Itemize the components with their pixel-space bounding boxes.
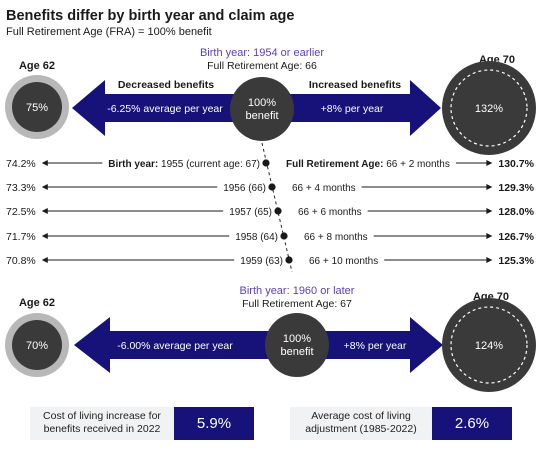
row-dot xyxy=(280,232,288,240)
row-left-pct: 71.7% xyxy=(6,231,36,243)
bottom-left-arrow-text: -6.00% average per year xyxy=(117,340,233,352)
row-left-pct: 73.3% xyxy=(6,182,36,194)
birth-year-row: 71.7% 1958 (64) 66 + 8 months 126.7% xyxy=(6,231,535,243)
col-2022-value: 5.9% xyxy=(174,407,254,440)
top-left-pct: 75% xyxy=(26,102,48,114)
row-left-pct: 70.8% xyxy=(6,255,36,267)
top-birth-year: Birth year: 1954 or earlier xyxy=(200,47,324,59)
bottom-left-arrow xyxy=(74,317,270,373)
birth-year-row: 74.2% Birth year: 1955 (current age: 67) F… xyxy=(6,158,535,170)
top-center-circle xyxy=(230,77,294,141)
row-left-arrow-head xyxy=(41,184,48,190)
bottom-center-line1: 100% xyxy=(283,333,311,345)
increased-label: Increased benefits xyxy=(309,79,401,91)
bottom-fra: Full Retirement Age: 67 xyxy=(242,298,352,310)
row-right-arrow-head xyxy=(486,184,493,190)
top-fra: Full Retirement Age: 66 xyxy=(207,60,317,72)
row-fra-label: 66 + 4 months xyxy=(292,183,356,194)
row-birth-label: Birth year: 1955 (current age: 67) xyxy=(108,159,260,170)
row-left-arrow-head xyxy=(41,208,48,214)
bottom-birth-year: Birth year: 1960 or later xyxy=(240,285,355,297)
page-title: Benefits differ by birth year and claim … xyxy=(6,8,294,24)
row-birth-label: 1957 (65) xyxy=(229,207,272,218)
row-fra-label: Full Retirement Age: 66 + 2 months xyxy=(286,159,450,170)
top-left-arrow-text: -6.25% average per year xyxy=(107,103,223,115)
row-right-pct: 129.3% xyxy=(498,182,534,194)
col-2022-label: Cost of living increase for benefits rec… xyxy=(43,410,161,435)
row-right-pct: 126.7% xyxy=(498,231,534,243)
bottom-left-pct: 70% xyxy=(26,340,48,352)
row-left-arrow-head xyxy=(41,160,48,166)
decreased-label: Decreased benefits xyxy=(118,79,214,91)
row-fra-label: 66 + 8 months xyxy=(304,232,368,243)
bottom-center-line2: benefit xyxy=(280,346,313,358)
bottom-age70-dashed-ring xyxy=(450,306,528,384)
avg-col-label: Average cost of living adjustment (1985-… xyxy=(305,410,417,435)
top-age70-dashed-ring xyxy=(450,69,528,147)
top-right-pct: 132% xyxy=(475,103,503,115)
top-left-arrow xyxy=(72,80,235,136)
row-left-arrow-head xyxy=(41,233,48,239)
row-right-arrow-head xyxy=(486,160,493,166)
row-dot xyxy=(285,256,293,264)
birth-year-rows: 74.2% Birth year: 1955 (current age: 67) F… xyxy=(6,158,535,267)
page-subtitle: Full Retirement Age (FRA) = 100% benefit xyxy=(6,26,212,38)
bottom-age70-circle xyxy=(442,298,536,392)
avg-col-value: 2.6% xyxy=(432,407,512,440)
bottom-age-left: Age 62 xyxy=(19,297,55,309)
row-left-pct: 74.2% xyxy=(6,158,36,170)
row-birth-label: 1958 (64) xyxy=(235,232,278,243)
col-2022-box xyxy=(30,407,174,440)
row-right-pct: 125.3% xyxy=(498,255,534,267)
row-left-pct: 72.5% xyxy=(6,206,36,218)
row-left-arrow-head xyxy=(41,257,48,263)
row-dot xyxy=(268,183,276,191)
top-right-arrow-text: +8% per year xyxy=(321,103,384,115)
row-birth-label: 1956 (66) xyxy=(223,183,266,194)
top-age70-circle xyxy=(442,61,536,155)
bottom-right-arrow-text: +8% per year xyxy=(344,340,407,352)
row-fra-label: 66 + 10 months xyxy=(309,256,378,267)
row-fra-label: 66 + 6 months xyxy=(298,207,362,218)
row-dot xyxy=(262,159,270,167)
row-right-arrow-head xyxy=(486,233,493,239)
row-right-arrow-head xyxy=(486,208,493,214)
top-right-arrow xyxy=(290,80,441,136)
fra-trend-line xyxy=(261,142,293,273)
row-right-pct: 130.7% xyxy=(498,158,534,170)
bottom-age62-circle xyxy=(12,320,62,370)
top-center-line1: 100% xyxy=(248,97,276,109)
birth-year-row: 70.8% 1959 (63) 66 + 10 months 125.3% xyxy=(6,255,535,267)
bottom-right-arrow xyxy=(325,317,443,373)
birth-year-row: 72.5% 1957 (65) 66 + 6 months 128.0% xyxy=(6,206,535,218)
top-age62-circle xyxy=(12,82,62,132)
row-right-arrow-head xyxy=(486,257,493,263)
row-right-pct: 128.0% xyxy=(498,206,534,218)
top-age-left: Age 62 xyxy=(19,60,55,72)
top-center-line2: benefit xyxy=(245,110,278,122)
birth-year-row: 73.3% 1956 (66) 66 + 4 months 129.3% xyxy=(6,182,535,194)
row-birth-label: 1959 (63) xyxy=(240,256,283,267)
bottom-center-circle xyxy=(265,313,329,377)
bottom-right-pct: 124% xyxy=(475,340,503,352)
row-dot xyxy=(274,207,282,215)
avg-col-box xyxy=(290,407,432,440)
